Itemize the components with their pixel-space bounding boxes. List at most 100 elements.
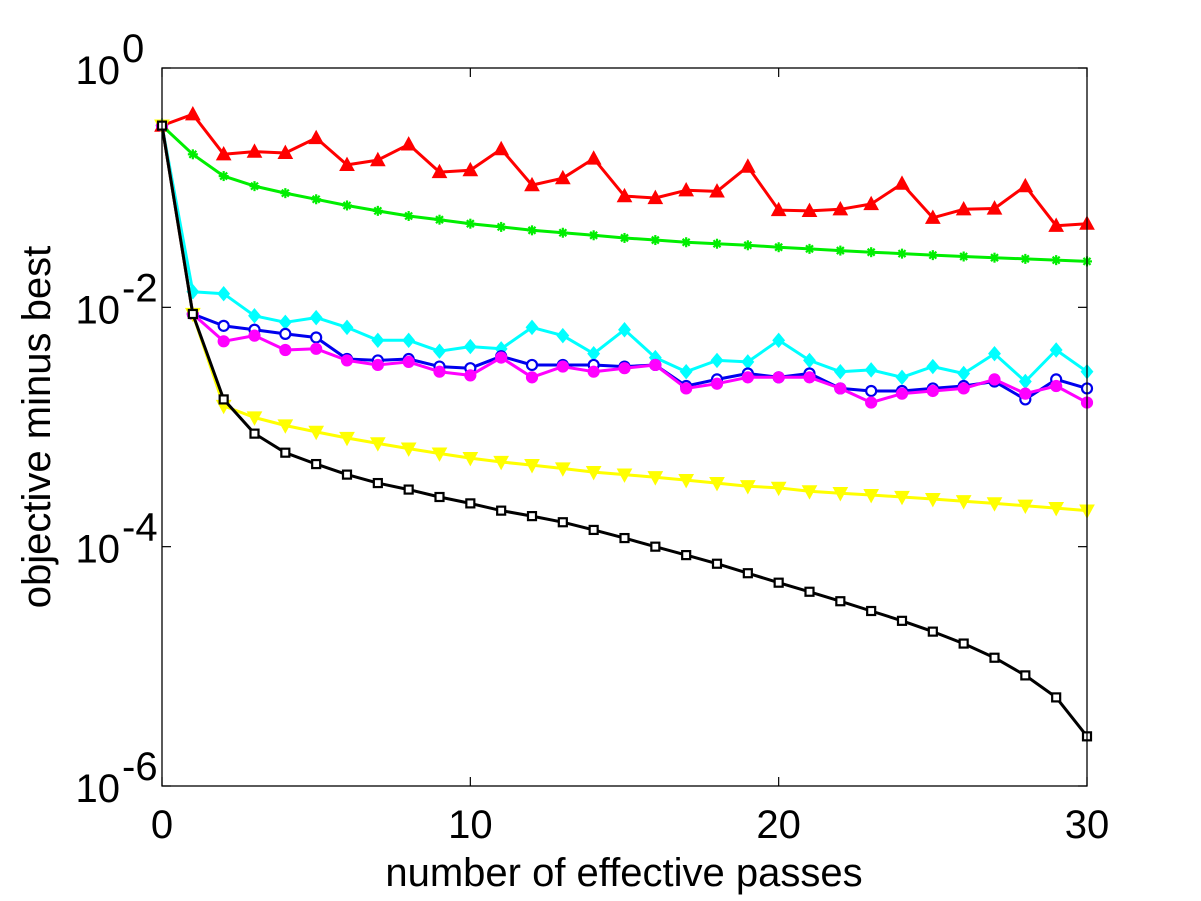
data-point — [988, 345, 1001, 362]
data-point — [309, 309, 323, 326]
data-point — [184, 106, 201, 121]
data-point — [372, 205, 383, 216]
data-point — [369, 437, 386, 452]
data-point — [742, 240, 753, 251]
data-point — [895, 369, 909, 386]
data-point — [710, 352, 724, 369]
star-stroke — [496, 222, 506, 232]
data-point — [897, 248, 907, 259]
data-point — [804, 243, 815, 254]
data-point — [926, 384, 939, 398]
star-stroke — [866, 247, 876, 257]
x-tick-label: 20 — [756, 803, 801, 847]
y-tick-label: 10 -2 — [76, 266, 158, 332]
data-point — [433, 365, 446, 378]
y-tick-label-base: 10 — [76, 528, 121, 572]
y-tick-label-exponent: -2 — [122, 266, 158, 310]
data-point — [896, 615, 908, 626]
data-point — [248, 329, 261, 342]
data-point — [1051, 255, 1062, 266]
data-point — [710, 377, 724, 390]
data-point — [554, 462, 571, 477]
data-point — [556, 327, 570, 344]
y-tick-label-base: 10 — [76, 767, 121, 811]
data-point — [465, 498, 476, 509]
data-point — [866, 247, 877, 258]
data-point — [1017, 499, 1034, 514]
data-point — [711, 558, 723, 569]
data-point — [955, 200, 972, 216]
data-point — [556, 360, 569, 373]
data-point — [525, 319, 539, 336]
star-stroke — [1021, 254, 1030, 264]
data-point — [894, 175, 910, 190]
star-stroke — [743, 241, 753, 250]
data-point — [988, 373, 1001, 386]
data-point — [400, 136, 417, 151]
star-stroke — [897, 249, 907, 258]
data-point — [187, 308, 198, 320]
star-stroke — [219, 171, 228, 181]
data-point — [371, 332, 385, 349]
data-point — [525, 358, 539, 372]
data-point — [680, 382, 693, 395]
data-point — [493, 140, 510, 156]
y-tick-label-base: 10 — [76, 288, 121, 332]
data-point — [585, 465, 602, 481]
data-point — [678, 182, 695, 197]
data-point — [770, 481, 787, 497]
data-point — [986, 497, 1003, 512]
data-point — [585, 150, 602, 165]
data-point — [647, 189, 664, 205]
y-tick-label-exponent: -6 — [122, 745, 158, 789]
data-point — [434, 214, 445, 225]
data-point — [524, 459, 540, 474]
data-point — [618, 362, 631, 375]
data-point — [495, 351, 508, 364]
data-point — [958, 251, 969, 262]
x-tick-label: 30 — [1065, 803, 1110, 847]
data-point — [462, 451, 479, 467]
data-point — [924, 492, 941, 508]
plot-frame — [161, 67, 1088, 787]
y-tick-label-exponent: 0 — [122, 27, 144, 71]
data-point — [526, 511, 538, 522]
data-point — [989, 252, 1000, 263]
data-point — [311, 458, 322, 470]
data-point — [217, 319, 230, 332]
data-point — [712, 238, 722, 249]
data-point — [400, 442, 417, 457]
data-point — [402, 355, 415, 368]
data-point — [801, 202, 818, 217]
data-point — [341, 469, 353, 480]
data-point — [496, 221, 507, 232]
star-stroke — [281, 188, 290, 198]
data-point — [801, 485, 818, 500]
star-stroke — [836, 246, 845, 255]
data-point — [308, 425, 325, 441]
data-point — [958, 638, 969, 649]
data-point — [588, 524, 599, 536]
star-stroke — [990, 253, 999, 262]
x-tick-label: 10 — [448, 803, 493, 847]
data-point — [619, 232, 630, 243]
star-stroke — [527, 226, 537, 235]
data-point — [217, 335, 230, 348]
y-axis-label: objective minus best — [15, 246, 59, 608]
star-stroke — [373, 206, 383, 216]
data-point — [403, 210, 414, 221]
data-point — [310, 342, 323, 355]
y-tick-label: 10 0 — [76, 27, 145, 93]
data-point — [369, 151, 386, 167]
data-point — [557, 227, 568, 238]
data-point — [803, 352, 816, 369]
data-point — [618, 322, 631, 338]
data-point — [433, 343, 446, 359]
data-point — [403, 484, 414, 495]
data-point — [772, 371, 785, 384]
star-stroke — [620, 233, 629, 243]
data-point — [277, 419, 294, 434]
data-point — [739, 158, 756, 173]
